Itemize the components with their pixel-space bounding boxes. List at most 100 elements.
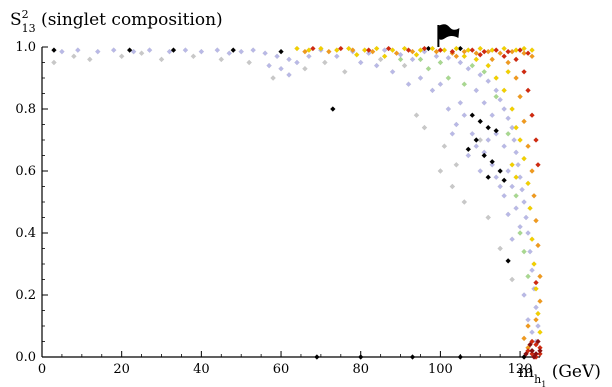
data-point-lavender xyxy=(485,137,492,143)
data-point-black xyxy=(457,354,464,360)
data-point-black xyxy=(477,118,484,125)
data-point-yellow xyxy=(501,45,507,52)
data-point-lavender xyxy=(417,75,424,81)
data-point-lavender xyxy=(437,81,444,88)
data-point-orange xyxy=(517,93,523,100)
data-point-grey xyxy=(509,276,515,283)
data-point-lavender xyxy=(481,99,488,106)
data-point-orange xyxy=(525,143,531,150)
data-point-yellow xyxy=(521,155,527,162)
data-point-yellow xyxy=(294,45,300,52)
data-point-yellow xyxy=(529,236,535,243)
data-point-lavender xyxy=(238,48,245,55)
y-tick-label: 0.2 xyxy=(15,288,36,303)
data-point-grey xyxy=(86,56,93,63)
data-point-black xyxy=(126,47,133,53)
data-point-lavender xyxy=(266,62,272,69)
data-point-lavender xyxy=(501,192,507,199)
data-point-orange xyxy=(533,217,539,224)
data-point-lavender xyxy=(286,56,292,63)
data-point-lavender xyxy=(515,161,521,168)
data-point-yellow xyxy=(477,45,484,52)
data-point-yellow xyxy=(373,45,380,52)
data-point-yellow xyxy=(334,47,340,53)
data-point-red xyxy=(513,56,519,63)
data-point-yellow xyxy=(535,310,541,317)
data-point-red xyxy=(537,351,543,357)
data-point-green xyxy=(437,59,444,66)
data-point-lavender xyxy=(525,316,531,323)
data-point-green xyxy=(425,65,432,72)
data-point-lavender xyxy=(75,47,81,53)
data-point-red xyxy=(310,45,316,52)
data-point-green xyxy=(513,192,519,199)
data-point-red xyxy=(517,47,523,53)
data-point-grey xyxy=(461,199,468,205)
data-point-orange xyxy=(521,118,527,125)
data-point-orange xyxy=(529,53,535,60)
data-point-yellow xyxy=(501,87,507,94)
data-point-lavender xyxy=(509,124,515,131)
data-point-lavender xyxy=(453,121,460,128)
data-point-lavender xyxy=(381,47,388,53)
data-point-lavender xyxy=(198,48,205,55)
data-point-lavender xyxy=(214,47,221,53)
x-tick-label: 80 xyxy=(352,362,369,377)
data-point-green xyxy=(493,93,499,100)
data-point-lavender xyxy=(489,161,496,168)
data-point-grey xyxy=(449,183,456,190)
data-point-lavender xyxy=(262,50,268,57)
data-point-grey xyxy=(421,124,428,131)
data-point-orange xyxy=(513,75,519,81)
x-tick-label: 0 xyxy=(38,362,46,377)
data-point-black xyxy=(230,47,237,53)
data-point-red xyxy=(493,47,499,53)
data-point-grey xyxy=(497,245,503,252)
data-point-lavender xyxy=(429,87,436,94)
data-point-green xyxy=(517,230,523,236)
data-point-lavender xyxy=(535,323,541,329)
data-point-black xyxy=(425,45,432,52)
data-point-orange xyxy=(537,298,543,305)
data-point-orange xyxy=(326,48,332,55)
data-point-yellow xyxy=(465,47,472,53)
data-point-lavender xyxy=(505,168,511,174)
data-point-black xyxy=(505,258,511,264)
data-point-black xyxy=(314,354,320,360)
data-point-orange xyxy=(521,335,527,342)
data-point-grey xyxy=(322,59,328,66)
data-point-orange xyxy=(349,47,356,53)
data-point-yellow xyxy=(493,75,499,81)
data-point-lavender xyxy=(130,48,137,55)
data-point-grey xyxy=(341,68,348,75)
data-point-orange xyxy=(505,59,511,66)
data-point-yellow xyxy=(413,51,420,58)
data-point-red xyxy=(477,51,484,58)
data-point-orange xyxy=(473,50,480,57)
data-point-green xyxy=(417,56,424,63)
flag-marker xyxy=(437,24,460,47)
data-point-red xyxy=(365,47,372,53)
data-point-grey xyxy=(437,168,444,174)
data-point-lavender xyxy=(465,152,472,159)
data-point-yellow xyxy=(513,174,519,181)
data-point-black xyxy=(473,137,480,143)
data-point-lavender xyxy=(226,50,233,57)
data-point-orange xyxy=(531,192,537,199)
data-point-red xyxy=(535,161,541,168)
data-point-yellow xyxy=(461,53,468,60)
data-point-lavender xyxy=(286,72,292,78)
data-point-orange xyxy=(537,273,543,280)
data-point-lavender xyxy=(445,55,452,61)
data-point-orange xyxy=(393,50,400,57)
data-point-yellow xyxy=(517,137,523,143)
data-point-grey xyxy=(71,53,77,60)
data-point-green xyxy=(505,130,511,137)
data-point-yellow xyxy=(306,47,312,53)
data-point-red xyxy=(501,53,507,60)
data-point-green xyxy=(461,81,468,88)
x-tick-label: 100 xyxy=(428,362,453,377)
data-point-yellow xyxy=(529,47,535,53)
data-point-black xyxy=(51,47,57,53)
data-point-red xyxy=(405,47,412,53)
